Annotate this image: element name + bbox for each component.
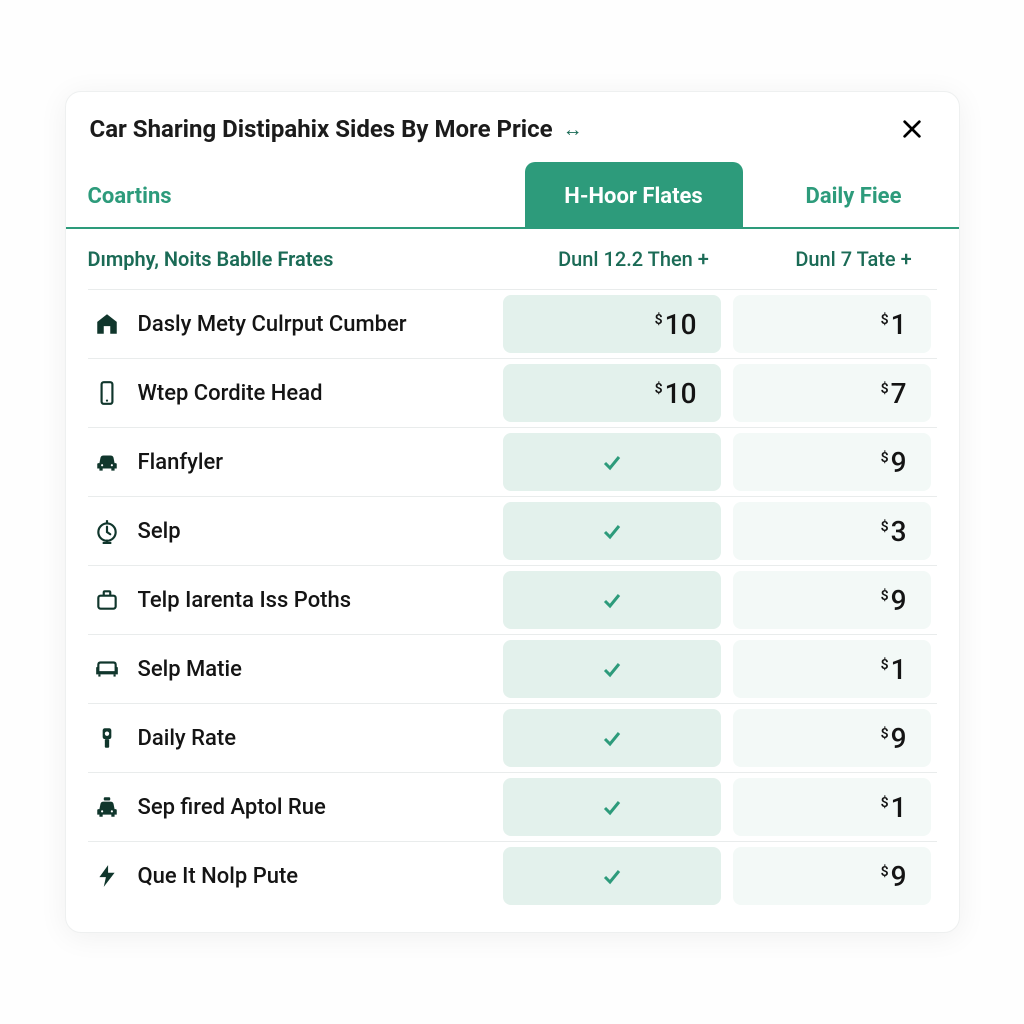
currency-symbol: $: [881, 312, 889, 328]
feature-cell: Dasly Mety Culrput Cumber: [88, 295, 497, 353]
columns-subheader: Dımphy, Noits Bablle Frates Dunl 12.2 Th…: [66, 229, 959, 289]
table-row: Selp Matie $1: [88, 634, 937, 703]
columns-header: Coartins H-Hoor Flates Daily Fiee: [66, 162, 959, 229]
table-row: Sep fired Aptol Rue $1: [88, 772, 937, 841]
price-value: 7: [891, 377, 907, 410]
check-icon: [600, 657, 624, 681]
meter-icon: [92, 725, 122, 751]
check-icon: [600, 588, 624, 612]
section-subheading: Dımphy, Noits Bablle Frates: [66, 229, 519, 289]
table-row: Que It Nolp Pute $9: [88, 841, 937, 910]
price-value: 10: [665, 377, 697, 410]
table-row: Dasly Mety Culrput Cumber $10 $1: [88, 289, 937, 358]
feature-cell: Que It Nolp Pute: [88, 847, 497, 905]
price-value: 1: [891, 308, 907, 341]
cell-price: $9: [733, 433, 931, 491]
cell-check: [503, 847, 721, 905]
column-label-main: Coartins: [66, 162, 519, 227]
table-row: Selp $3: [88, 496, 937, 565]
check-icon: [600, 795, 624, 819]
cell-price: $9: [733, 847, 931, 905]
cell-price: $3: [733, 502, 931, 560]
cell-price: $10: [503, 364, 721, 422]
currency-symbol: $: [881, 381, 889, 397]
feature-cell: Flanfyler: [88, 433, 497, 491]
feature-cell: Sep fired Aptol Rue: [88, 778, 497, 836]
check-icon: [600, 450, 624, 474]
close-icon: [901, 118, 923, 140]
rows-container: Dasly Mety Culrput Cumber $10 $1 Wtep Co…: [66, 289, 959, 932]
cell-check: [503, 502, 721, 560]
price-value: 1: [891, 653, 907, 686]
card-title: Car Sharing Distipahix Sides By More Pri…: [90, 115, 553, 143]
price-value: 9: [891, 860, 907, 893]
pricing-card: Car Sharing Distipahix Sides By More Pri…: [65, 91, 960, 933]
currency-symbol: $: [881, 519, 889, 535]
table-row: Daily Rate $9: [88, 703, 937, 772]
feature-label: Telp Iarenta Iss Poths: [138, 588, 352, 613]
bolt-icon: [92, 863, 122, 889]
currency-symbol: $: [881, 657, 889, 673]
feature-label: Wtep Cordite Head: [138, 381, 323, 406]
cell-check: [503, 571, 721, 629]
cell-price: $9: [733, 709, 931, 767]
feature-cell: Selp Matie: [88, 640, 497, 698]
column-sub-1: Dunl 12.2 Then +: [519, 229, 749, 289]
taxi-icon: [92, 794, 122, 820]
house-icon: [92, 311, 122, 337]
currency-symbol: $: [655, 312, 663, 328]
price-value: 3: [891, 515, 907, 548]
column-header-2[interactable]: Daily Fiee: [749, 162, 959, 227]
car-icon: [92, 449, 122, 475]
check-icon: [600, 519, 624, 543]
feature-label: Selp: [138, 519, 181, 544]
currency-symbol: $: [881, 864, 889, 880]
column-sub-2: Dunl 7 Tate +: [749, 229, 959, 289]
price-value: 9: [891, 722, 907, 755]
table-row: Flanfyler $9: [88, 427, 937, 496]
currency-symbol: $: [881, 795, 889, 811]
couch-icon: [92, 656, 122, 682]
currency-symbol: $: [655, 381, 663, 397]
price-value: 10: [665, 308, 697, 341]
price-value: 9: [891, 446, 907, 479]
price-value: 9: [891, 584, 907, 617]
feature-label: Daily Rate: [138, 726, 237, 751]
check-icon: [600, 726, 624, 750]
close-button[interactable]: [897, 114, 927, 144]
card-title-wrap: Car Sharing Distipahix Sides By More Pri…: [90, 115, 583, 143]
cell-price: $10: [503, 295, 721, 353]
cell-price: $7: [733, 364, 931, 422]
cell-check: [503, 778, 721, 836]
feature-label: Que It Nolp Pute: [138, 864, 299, 889]
price-value: 1: [891, 791, 907, 824]
feature-cell: Daily Rate: [88, 709, 497, 767]
feature-cell: Selp: [88, 502, 497, 560]
expand-icon[interactable]: ↔: [563, 117, 583, 142]
feature-label: Dasly Mety Culrput Cumber: [138, 312, 407, 337]
currency-symbol: $: [881, 726, 889, 742]
phone-icon: [92, 380, 122, 406]
currency-symbol: $: [881, 450, 889, 466]
currency-symbol: $: [881, 588, 889, 604]
feature-cell: Wtep Cordite Head: [88, 364, 497, 422]
card-header: Car Sharing Distipahix Sides By More Pri…: [66, 92, 959, 162]
cell-check: [503, 433, 721, 491]
feature-label: Sep fired Aptol Rue: [138, 795, 326, 820]
table-row: Telp Iarenta Iss Poths $9: [88, 565, 937, 634]
feature-label: Flanfyler: [138, 450, 224, 475]
cell-price: $1: [733, 778, 931, 836]
cell-price: $1: [733, 295, 931, 353]
cell-price: $9: [733, 571, 931, 629]
cell-price: $1: [733, 640, 931, 698]
briefcase-icon: [92, 587, 122, 613]
clock-icon: [92, 518, 122, 544]
cell-check: [503, 709, 721, 767]
column-header-1[interactable]: H-Hoor Flates: [525, 162, 743, 227]
cell-check: [503, 640, 721, 698]
feature-label: Selp Matie: [138, 657, 242, 682]
table-row: Wtep Cordite Head $10 $7: [88, 358, 937, 427]
check-icon: [600, 864, 624, 888]
feature-cell: Telp Iarenta Iss Poths: [88, 571, 497, 629]
